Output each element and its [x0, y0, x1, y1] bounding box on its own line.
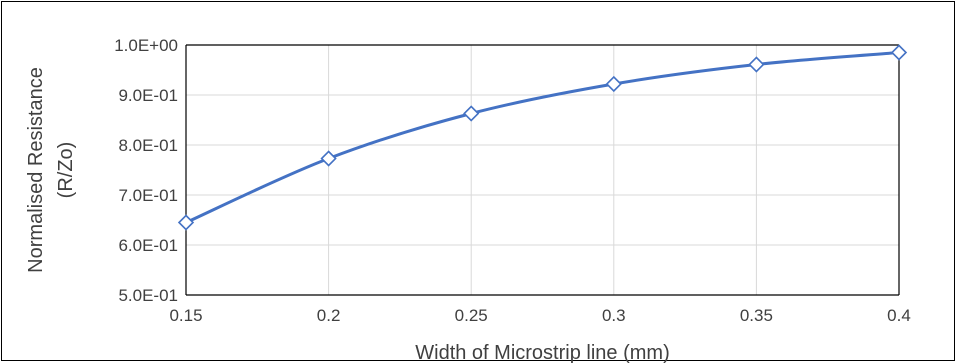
data-point-marker: [605, 75, 622, 93]
axes: [185, 44, 900, 296]
y-tick-label: 8.0E-01: [118, 136, 178, 155]
x-tick-label: 0.4: [887, 306, 911, 325]
x-tick-label: 0.2: [317, 306, 341, 325]
y-tick-label: 6.0E-01: [118, 236, 178, 255]
tick-labels: 5.0E-01 6.0E-01 7.0E-01 8.0E-01 9.0E-01 1.0E+…: [114, 36, 911, 325]
gridlines: [185, 44, 900, 296]
y-axis-title-line-2: (R/Zo): [55, 142, 77, 199]
data-point-marker: [320, 150, 337, 167]
data-point-marker: [463, 105, 480, 122]
x-axis-title: Width of Microstrip line (mm): [415, 342, 669, 364]
x-tick-label: 0.3: [602, 306, 626, 325]
y-tick-label: 9.0E-01: [118, 86, 178, 105]
series-layer: [177, 44, 908, 231]
data-point-marker: [890, 44, 908, 61]
y-tick-label: 5.0E-01: [118, 286, 178, 305]
y-tick-label: 7.0E-01: [118, 186, 178, 205]
data-point-marker: [177, 214, 195, 231]
x-tick-label: 0.25: [455, 306, 488, 325]
data-point-marker: [748, 56, 765, 73]
x-tick-label: 0.35: [740, 306, 773, 325]
x-tick-label: 0.15: [169, 306, 202, 325]
series-line: [185, 51, 900, 224]
y-tick-label: 1.0E+00: [114, 36, 178, 55]
y-axis-title-line-1: Normalised Resistance: [25, 67, 47, 273]
